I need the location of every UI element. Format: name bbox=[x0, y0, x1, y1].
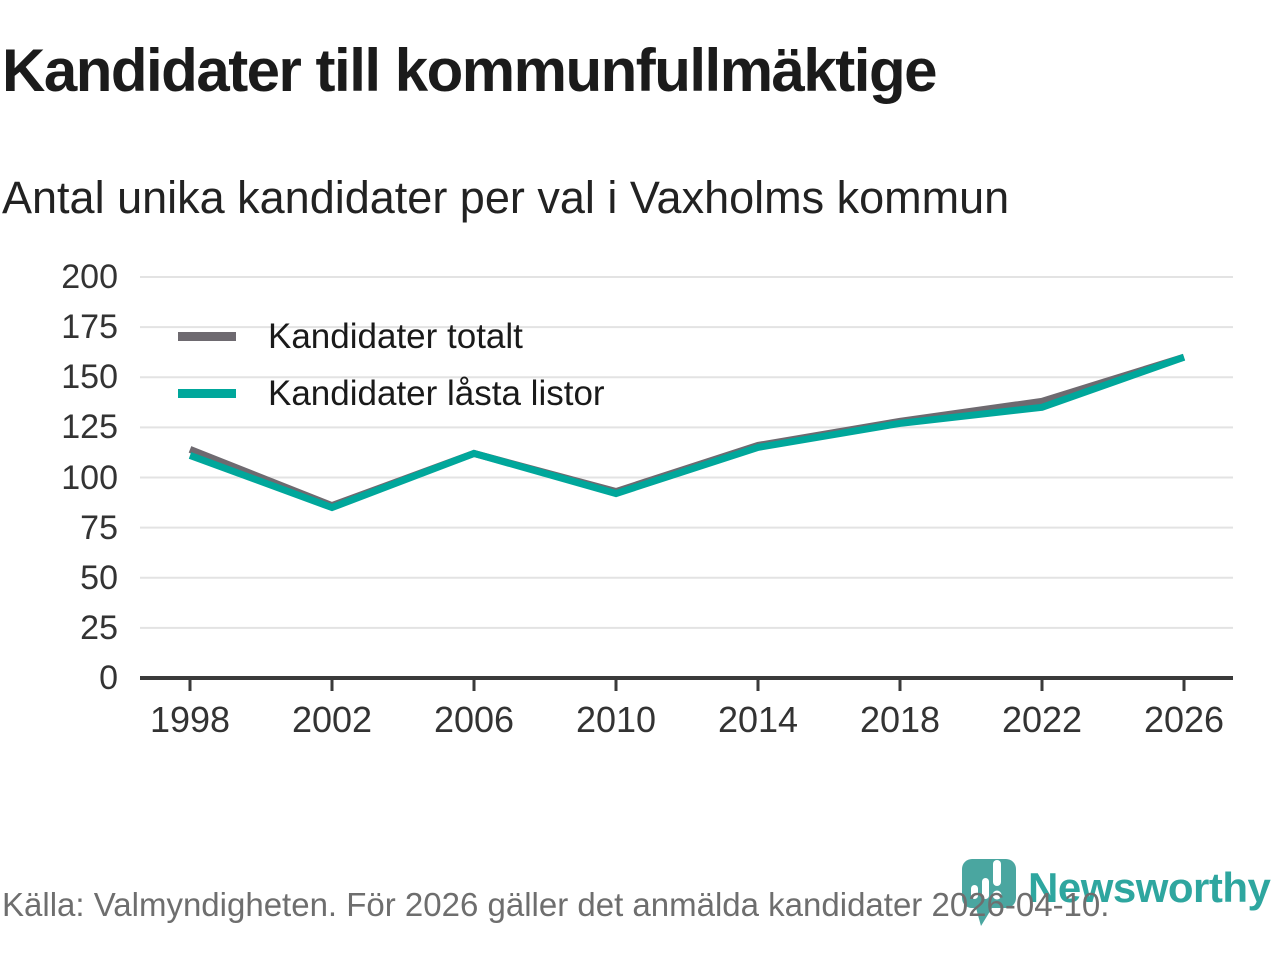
x-tick-label: 2022 bbox=[1001, 699, 1083, 740]
y-tick-label: 100 bbox=[61, 458, 118, 497]
x-tick-label: 2002 bbox=[291, 699, 373, 740]
legend-item-locked: Kandidater låsta listor bbox=[178, 365, 605, 422]
y-tick-label: 75 bbox=[80, 508, 118, 547]
legend-swatch-total bbox=[178, 332, 236, 341]
x-tick-label: 2026 bbox=[1143, 699, 1225, 740]
x-tick-label: 1998 bbox=[149, 699, 231, 740]
y-tick-label: 25 bbox=[80, 608, 118, 647]
y-tick-label: 200 bbox=[61, 258, 118, 296]
x-tick-label: 2010 bbox=[575, 699, 657, 740]
y-tick-label: 125 bbox=[61, 408, 118, 447]
y-tick-label: 150 bbox=[61, 358, 118, 397]
y-tick-label: 175 bbox=[61, 308, 118, 347]
plot-area bbox=[140, 276, 1233, 691]
chart-title: Kandidater till kommunfullmäktige bbox=[2, 37, 937, 104]
source-note: Källa: Valmyndigheten. För 2026 gäller d… bbox=[2, 886, 1110, 923]
y-tick-label: 0 bbox=[99, 659, 118, 697]
newsworthy-pin-icon bbox=[962, 859, 1016, 926]
x-axis-labels: 1998 2002 2006 2010 2014 2018 2022 2026 bbox=[0, 698, 1280, 744]
y-tick-label: 50 bbox=[80, 558, 118, 597]
legend-label-total: Kandidater totalt bbox=[268, 316, 523, 356]
newsworthy-wordmark: Newsworthy bbox=[1028, 864, 1271, 911]
x-tick-label: 2006 bbox=[433, 699, 515, 740]
legend-swatch-locked bbox=[178, 389, 236, 398]
y-axis-labels: 0 25 50 75 100 125 150 175 200 bbox=[30, 258, 118, 697]
chart-subtitle: Antal unika kandidater per val i Vaxholm… bbox=[2, 172, 1010, 223]
x-tick-label: 2018 bbox=[859, 699, 941, 740]
legend-label-locked: Kandidater låsta listor bbox=[268, 373, 605, 413]
legend: Kandidater totalt Kandidater låsta listo… bbox=[178, 308, 605, 422]
series-line-locked bbox=[188, 353, 1186, 512]
newsworthy-logo: Newsworthy bbox=[960, 858, 1276, 928]
legend-item-total: Kandidater totalt bbox=[178, 308, 605, 365]
x-tick-label: 2014 bbox=[717, 699, 799, 740]
